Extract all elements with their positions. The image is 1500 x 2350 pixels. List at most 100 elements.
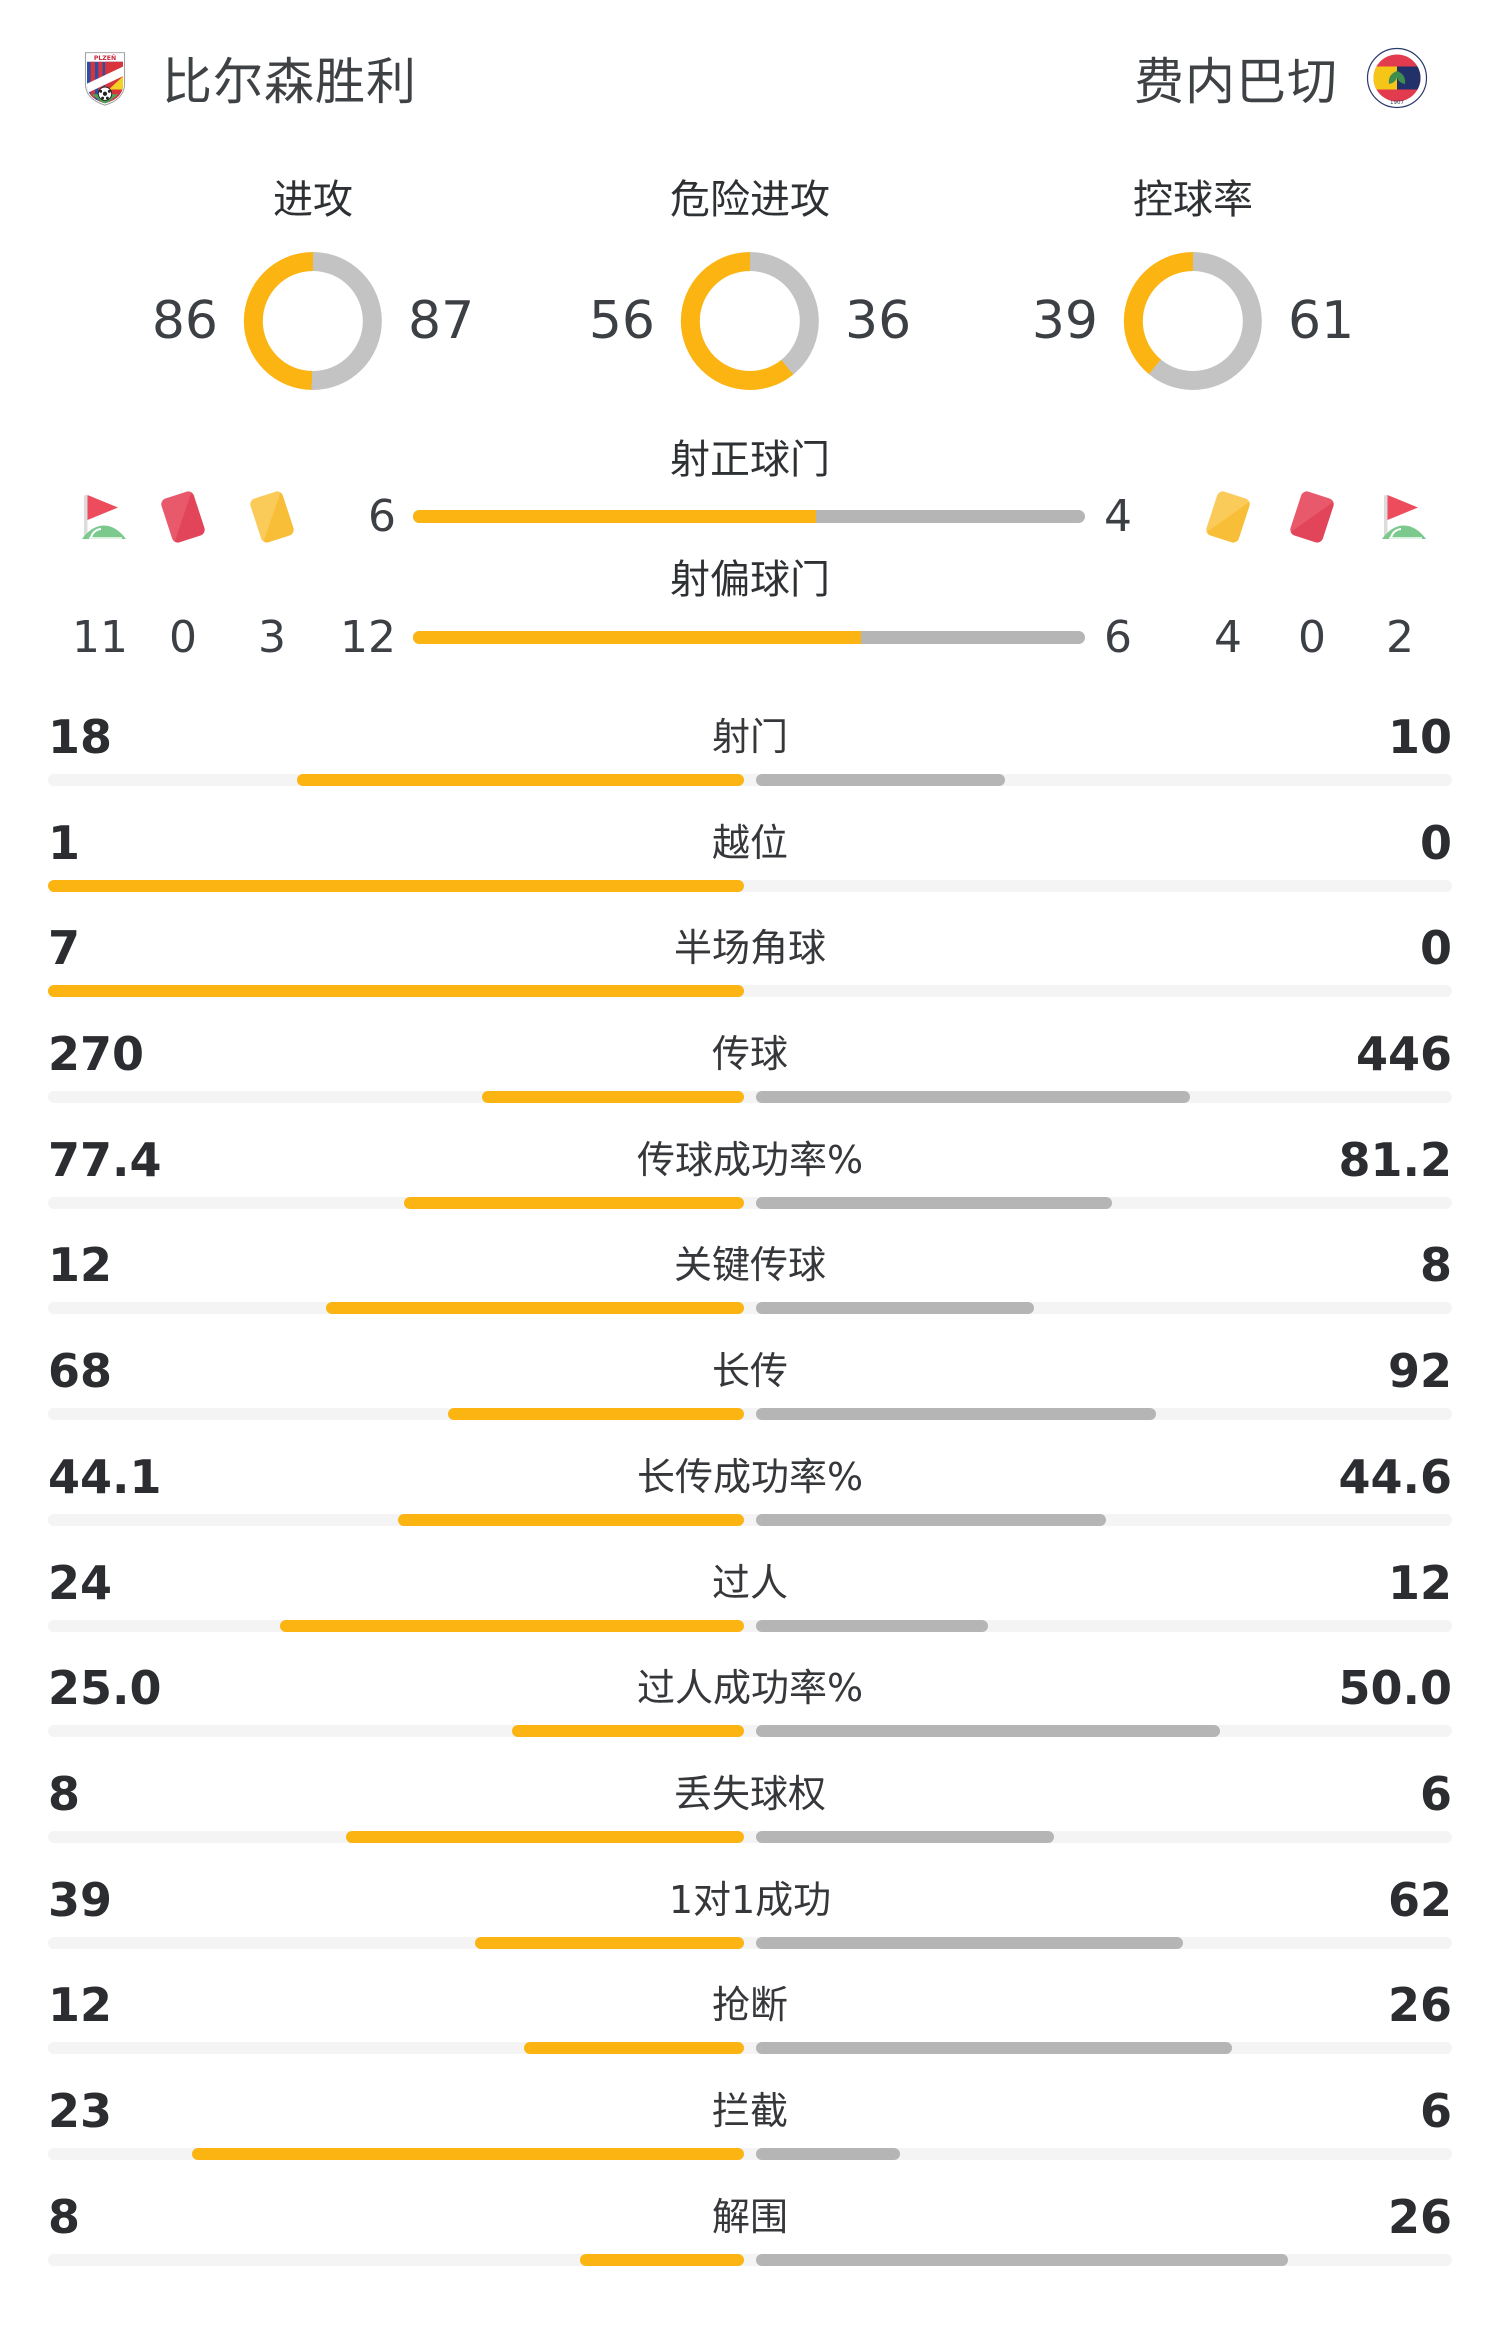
possession-away-value: 61 — [1288, 291, 1355, 351]
stat-bar-track — [48, 1619, 1452, 1632]
dangerous-attacks-away-value: 36 — [845, 291, 912, 351]
stat-bar-home-fill — [398, 1513, 744, 1526]
stat-away-value: 6 — [1419, 1766, 1452, 1821]
stat-bar — [0, 2147, 1500, 2160]
stat-row: 12 关键传球 8 — [0, 1218, 1500, 1324]
home-team-logo: PLZEŇ — [84, 52, 126, 106]
stat-bar — [0, 774, 1500, 786]
stats-list: 18 射门 10 1 越位 0 7 半场角球 0 270 传球 446 — [0, 690, 1500, 2275]
stat-row: 8 丢失球权 6 — [0, 1747, 1500, 1853]
stat-away-value: 8 — [1419, 1238, 1452, 1293]
stat-row: 25.0 过人成功率% 50.0 — [0, 1641, 1500, 1747]
stat-bar-away-fill — [756, 1936, 1183, 1949]
attacks-donut-group: 进攻 86 87 — [152, 177, 474, 390]
home-team-header: PLZEŇ 比尔森胜利 — [84, 40, 417, 116]
svg-text:PLZEŇ: PLZEŇ — [94, 53, 116, 62]
svg-text:1907: 1907 — [1390, 100, 1404, 106]
home-corners-count: 11 — [72, 612, 128, 663]
stat-bar — [0, 1725, 1500, 1738]
stat-bar-away-fill — [756, 1513, 1106, 1526]
stat-home-value: 8 — [48, 2189, 81, 2244]
dangerous-attacks-donut-group: 危险进攻 56 36 — [589, 177, 911, 390]
stat-away-value: 50.0 — [1338, 1661, 1453, 1716]
stat-bar — [0, 1936, 1500, 1949]
stat-bar-home-fill — [404, 1196, 744, 1209]
stat-bar-home-fill — [48, 879, 744, 892]
stat-bar-track — [48, 1830, 1452, 1843]
away-corners-count: 2 — [1386, 612, 1414, 663]
stat-bar-track — [48, 1513, 1452, 1526]
stat-bar-home-fill — [524, 2042, 744, 2055]
stat-label: 射门 — [711, 715, 788, 759]
away-yellow-cards-count: 4 — [1214, 612, 1242, 663]
stat-home-value: 77.4 — [48, 1132, 162, 1187]
stat-label: 传球成功率% — [636, 1137, 864, 1182]
shots-off-target-bar — [413, 631, 1085, 644]
stat-bar-track — [48, 1302, 1452, 1315]
stat-home-value: 39 — [48, 1872, 113, 1927]
attacks-donut-chart — [244, 252, 382, 390]
stat-bar-track — [48, 1936, 1452, 1949]
stat-row: 44.1 长传成功率% 44.6 — [0, 1430, 1500, 1536]
stat-bar-away-fill — [756, 1091, 1190, 1104]
stat-bar — [0, 1513, 1500, 1526]
stat-bar-track — [48, 1196, 1452, 1209]
home-red-card-icon — [143, 485, 223, 549]
stat-away-value: 26 — [1387, 1978, 1452, 2033]
home-yellow-card-icon — [232, 485, 312, 549]
stat-label: 过人成功率% — [636, 1666, 864, 1711]
stat-row: 7 半场角球 0 — [0, 901, 1500, 1007]
stat-label: 半场角球 — [673, 926, 826, 971]
stat-away-value: 62 — [1387, 1872, 1452, 1927]
stat-away-value: 446 — [1355, 1027, 1452, 1082]
stat-bar — [0, 1302, 1500, 1315]
stat-row: 23 拦截 6 — [0, 2064, 1500, 2170]
stat-bar-away-fill — [756, 1725, 1220, 1738]
stat-bar-home-fill — [297, 774, 744, 786]
stat-bar — [0, 1408, 1500, 1421]
stat-home-value: 12 — [48, 1978, 113, 2033]
dangerous-attacks-home-value: 56 — [588, 291, 655, 351]
stat-bar — [0, 2253, 1500, 2266]
stat-row: 77.4 传球成功率% 81.2 — [0, 1113, 1500, 1219]
stat-bar-away-fill — [756, 2147, 900, 2160]
stat-row: 8 解围 26 — [0, 2170, 1500, 2276]
shots-off-target-away-value: 6 — [1104, 612, 1132, 663]
stat-bar — [0, 1091, 1500, 1104]
stat-bar-away-fill — [756, 1830, 1054, 1843]
stat-label: 长传 — [711, 1349, 788, 1394]
possession-donut-chart — [1124, 252, 1262, 390]
stat-home-value: 270 — [48, 1027, 145, 1082]
stat-label: 关键传球 — [673, 1243, 826, 1288]
stat-bar — [0, 879, 1500, 892]
attacks-home-value: 86 — [151, 291, 218, 351]
stat-home-value: 18 — [48, 710, 113, 764]
stat-label: 1对1成功 — [668, 1877, 832, 1922]
stat-away-value: 92 — [1387, 1344, 1452, 1399]
stat-bar-home-fill — [346, 1830, 744, 1843]
stat-bar — [0, 2042, 1500, 2055]
stat-away-value: 81.2 — [1338, 1132, 1453, 1187]
stat-row: 270 传球 446 — [0, 1007, 1500, 1113]
stat-bar-home-fill — [48, 985, 744, 998]
shots-off-target-label: 射偏球门 — [670, 557, 830, 603]
stat-label: 抢断 — [711, 1983, 788, 2028]
stat-bar-track — [48, 1725, 1452, 1738]
possession-label: 控球率 — [1133, 177, 1253, 223]
stat-home-value: 68 — [48, 1344, 113, 1399]
attacks-away-value: 87 — [408, 291, 475, 351]
stat-bar-track — [48, 1408, 1452, 1421]
stat-home-value: 24 — [48, 1555, 113, 1610]
shots-on-target-bar — [413, 510, 1085, 523]
stat-bar-away-fill — [756, 1302, 1034, 1315]
stat-bar-home-fill — [482, 1091, 744, 1104]
dangerous-attacks-donut-chart — [681, 252, 819, 390]
stat-home-value: 23 — [48, 2083, 113, 2138]
stat-bar-home-fill — [192, 2147, 744, 2160]
stat-home-value: 7 — [48, 921, 81, 976]
stat-home-value: 44.1 — [48, 1449, 162, 1504]
stat-away-value: 10 — [1387, 710, 1452, 764]
stat-bar-home-fill — [512, 1725, 744, 1738]
stat-bar-home-fill — [475, 1936, 744, 1949]
stat-bar-away-fill — [756, 774, 1005, 786]
